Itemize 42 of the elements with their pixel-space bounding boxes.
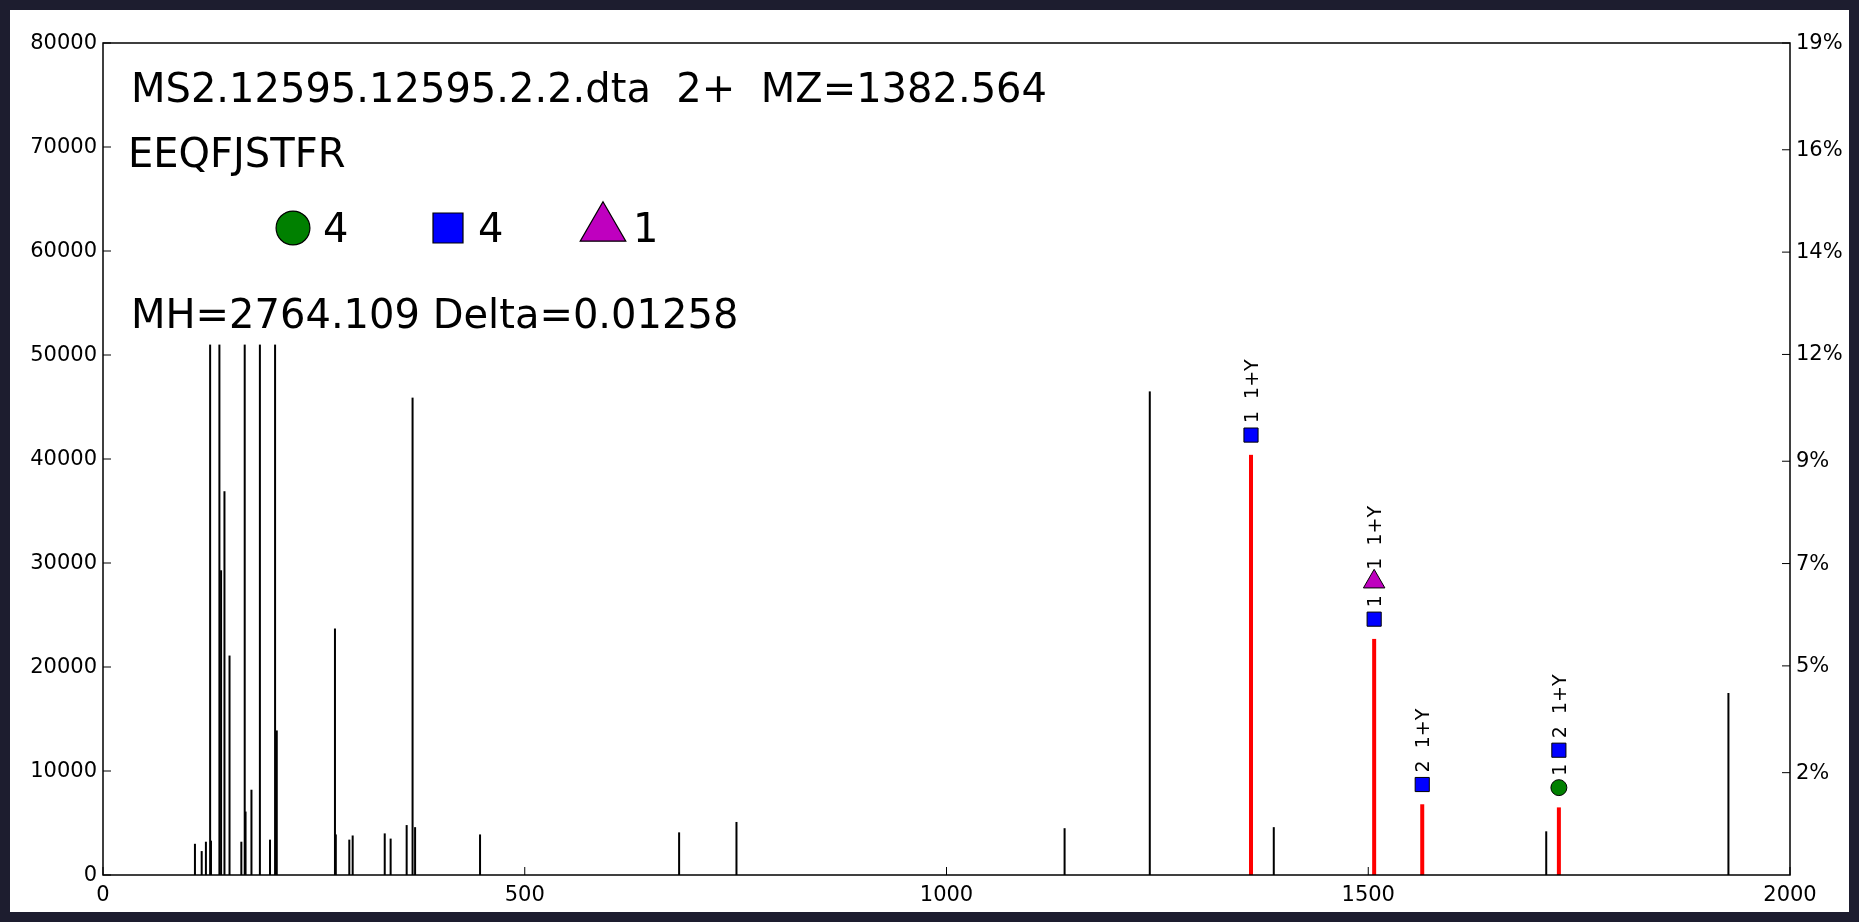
text: EEQFJSTFR [128,130,346,176]
y2-tick-label: 9% [1796,448,1830,473]
point [1551,742,1567,758]
point [1366,611,1382,627]
legend-label: 4 [323,205,349,251]
y2-tick-label: 12% [1796,341,1843,366]
point [1243,427,1259,443]
x-tick-label: 500 [504,882,545,906]
point [1550,779,1568,797]
y-tick-label: 0 [83,862,97,886]
x-tick-label: 1000 [919,882,974,906]
annotation: 2 1+Y [1411,708,1434,773]
legend-label: 1 [633,205,659,251]
y2-tick-label: 2% [1796,759,1830,784]
y-tick-label: 80000 [30,30,97,54]
y-tick-label: 10000 [30,758,97,782]
point [1414,776,1430,793]
annotation: 1 [1547,763,1570,776]
bar [1372,638,1377,875]
x-tick-label: 1500 [1341,882,1395,906]
y-tick-label: 20000 [30,654,97,678]
y2-tick-label: 5% [1796,652,1830,677]
y2-tick-label: 14% [1796,239,1843,264]
text: MS2.12595.12595.2.2.dta 2+ MZ=1382.564 [131,65,1048,111]
y-tick-label: 50000 [30,342,97,366]
y2-tick-label: 16% [1796,136,1843,161]
y-tick-label: 30000 [30,550,97,574]
annotation: 1 [1363,595,1386,608]
bar [1420,804,1425,875]
annotation: MH=2764.109 Delta=0.01258 [131,291,739,337]
y2-tick-label: 7% [1796,550,1830,575]
bar [1249,454,1253,875]
y-tick-label: 40000 [30,446,97,470]
annotation: 1 1+Y [1240,358,1262,424]
y-tick-label: 60000 [30,238,97,262]
legend-label: 4 [478,205,504,251]
y-tick-label: 70000 [30,134,97,158]
annotation: 1 1+Y [1363,505,1386,570]
annotation: 2 1+Y [1547,674,1570,739]
x-tick-label: 2000 [1763,882,1817,906]
y2-tick-label: 19% [1796,30,1843,54]
bar [1556,807,1561,875]
